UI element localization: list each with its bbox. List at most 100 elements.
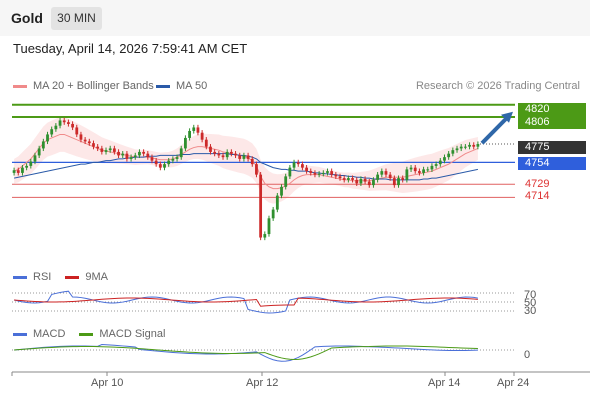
rsi-swatch: [13, 275, 27, 279]
ma20-line: [13, 133, 479, 190]
price-label-4820: 4820: [518, 103, 586, 116]
macd-swatch: [13, 332, 27, 336]
rsi-level-30: 30: [524, 305, 537, 317]
candle-body: [267, 218, 271, 235]
price-label-4714: 4714: [525, 190, 550, 202]
candle-body: [397, 178, 400, 186]
candle-body: [342, 178, 346, 180]
candle-body: [213, 151, 217, 154]
candle-body: [175, 157, 179, 159]
candle-body: [401, 178, 405, 180]
candle-body: [463, 146, 467, 148]
candle-body: [242, 155, 246, 159]
candle-body: [367, 181, 371, 186]
candle-body: [83, 139, 87, 142]
candle-body: [426, 169, 430, 171]
legend-ma50: MA 50: [156, 80, 207, 92]
candle-body: [359, 179, 363, 184]
candle-body: [292, 162, 296, 168]
candle-body: [351, 178, 354, 180]
candle-body: [96, 146, 100, 149]
candle-body: [204, 139, 208, 147]
timeframe-button[interactable]: 30 MIN: [51, 7, 102, 30]
candle-body: [468, 144, 471, 147]
candle-body: [209, 146, 212, 152]
candle-body: [330, 171, 334, 175]
candle-body: [284, 176, 288, 187]
candle-body: [288, 167, 292, 177]
target-arrow-shaft: [480, 114, 511, 145]
candle-body: [163, 164, 166, 168]
candle-body: [263, 234, 267, 238]
candle-body: [334, 174, 338, 177]
candle-body: [296, 162, 300, 165]
candle-body: [129, 157, 133, 159]
candle-body: [313, 172, 317, 175]
candle-body: [184, 137, 187, 149]
candle-body: [41, 141, 45, 149]
candle-body: [392, 178, 396, 186]
rsi-level-50: 50: [524, 297, 537, 309]
candle-body: [405, 169, 409, 180]
candle-body: [301, 164, 304, 168]
candle-body: [196, 127, 200, 133]
candle-body: [355, 179, 359, 184]
candle-body: [33, 155, 37, 162]
candle-body: [50, 129, 54, 135]
x-label-apr10: Apr 10: [91, 377, 124, 389]
candle-body: [246, 155, 250, 159]
macd-signal-line: [14, 345, 478, 360]
rsi-panel: [12, 290, 515, 314]
candle-body: [217, 153, 221, 156]
candle-body: [234, 153, 237, 156]
price-label-4754: 4754: [518, 157, 586, 170]
bollinger-band: [14, 116, 478, 204]
research-credit: Research © 2026 Trading Central: [415, 80, 580, 92]
candle-body: [138, 151, 141, 156]
macd-label: MACD: [33, 328, 66, 340]
candle-body: [100, 148, 104, 152]
candle-body: [121, 153, 125, 156]
candle-body: [413, 167, 417, 172]
candle-body: [275, 195, 279, 210]
candle-body: [459, 146, 463, 149]
candle-body: [67, 122, 70, 124]
candle-body: [438, 160, 442, 165]
candle-body: [388, 174, 392, 179]
candle-body: [71, 123, 74, 128]
ma50-label: MA 50: [176, 80, 208, 92]
candle-body: [87, 141, 91, 144]
candle-body: [117, 151, 120, 156]
candle-body: [250, 158, 254, 165]
candle-body: [443, 157, 446, 161]
candle-body: [255, 164, 258, 175]
ma20-swatch: [13, 84, 27, 88]
candle-body: [12, 170, 16, 173]
candle-body: [142, 151, 146, 154]
candle-body: [317, 173, 321, 175]
candle-body: [338, 176, 342, 179]
candle-body: [434, 164, 438, 166]
candle-body: [125, 153, 129, 159]
rsi-ma-label: 9MA: [85, 271, 108, 283]
macd-signal-label: MACD Signal: [99, 328, 166, 340]
instrument-title: Gold: [11, 10, 43, 26]
ma20-label: MA 20 + Bollinger Bands: [33, 80, 154, 92]
candle-body: [150, 157, 154, 161]
candle-body: [188, 130, 191, 138]
candle-body: [112, 148, 116, 152]
candle-body: [167, 160, 171, 165]
legend-ma20: MA 20 + Bollinger Bands: [13, 80, 154, 92]
candle-body: [476, 144, 480, 147]
candle-body: [108, 148, 112, 151]
candle-body: [62, 120, 66, 123]
timestamp: Tuesday, April 14, 2026 7:59:41 AM CET: [13, 41, 248, 56]
candle-body: [200, 132, 204, 140]
candle-body: [472, 144, 476, 147]
candle-body: [25, 165, 29, 168]
candle-body: [418, 171, 421, 173]
candle-body: [146, 153, 150, 158]
candle-body: [409, 167, 413, 170]
candle-body: [455, 148, 459, 151]
